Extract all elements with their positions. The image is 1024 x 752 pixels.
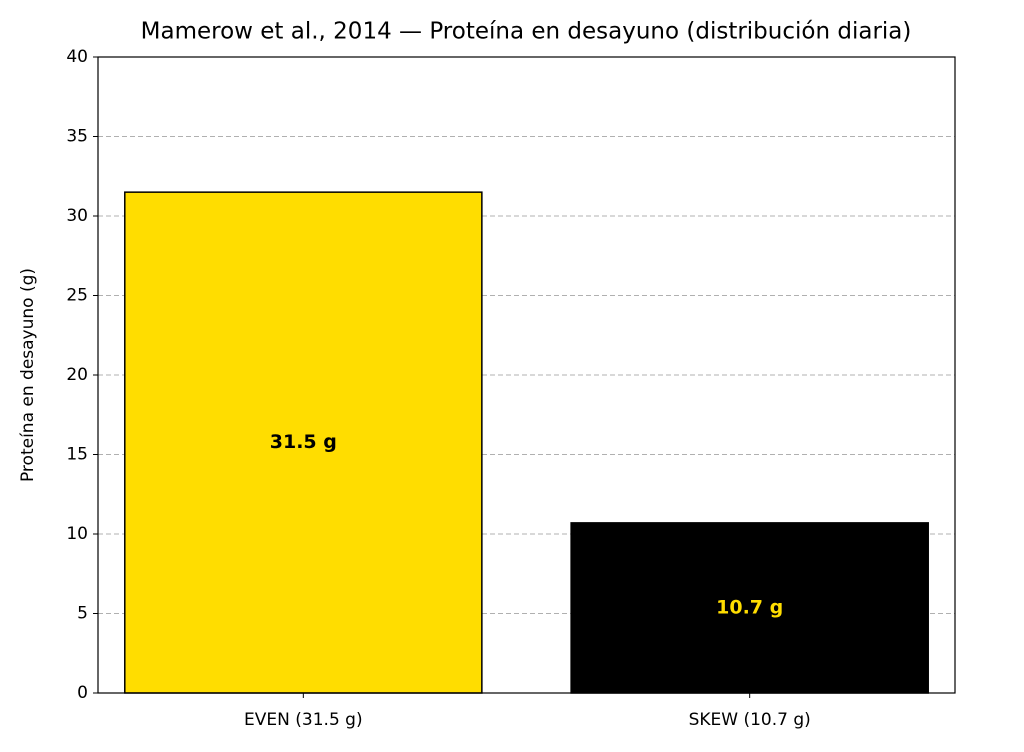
y-tick-label: 5 xyxy=(77,604,88,624)
chart-title: Mamerow et al., 2014 — Proteína en desay… xyxy=(141,19,912,45)
x-tick-label: SKEW (10.7 g) xyxy=(689,710,811,730)
y-axis-label: Proteína en desayuno (g) xyxy=(18,268,38,482)
value-label: 10.7 g xyxy=(716,596,783,618)
value-label: 31.5 g xyxy=(270,431,337,453)
y-tick-label: 40 xyxy=(66,47,88,67)
plot-frame xyxy=(97,56,956,694)
x-tick-label: EVEN (31.5 g) xyxy=(244,710,363,730)
y-tick-label: 25 xyxy=(66,286,88,306)
bar xyxy=(124,191,483,694)
y-tick-label: 30 xyxy=(66,206,88,226)
y-tick-label: 0 xyxy=(77,683,88,703)
y-tick-label: 20 xyxy=(66,365,88,385)
y-tick-label: 35 xyxy=(66,127,88,147)
y-tick-label: 15 xyxy=(66,445,88,465)
y-tick-label: 10 xyxy=(66,524,88,544)
